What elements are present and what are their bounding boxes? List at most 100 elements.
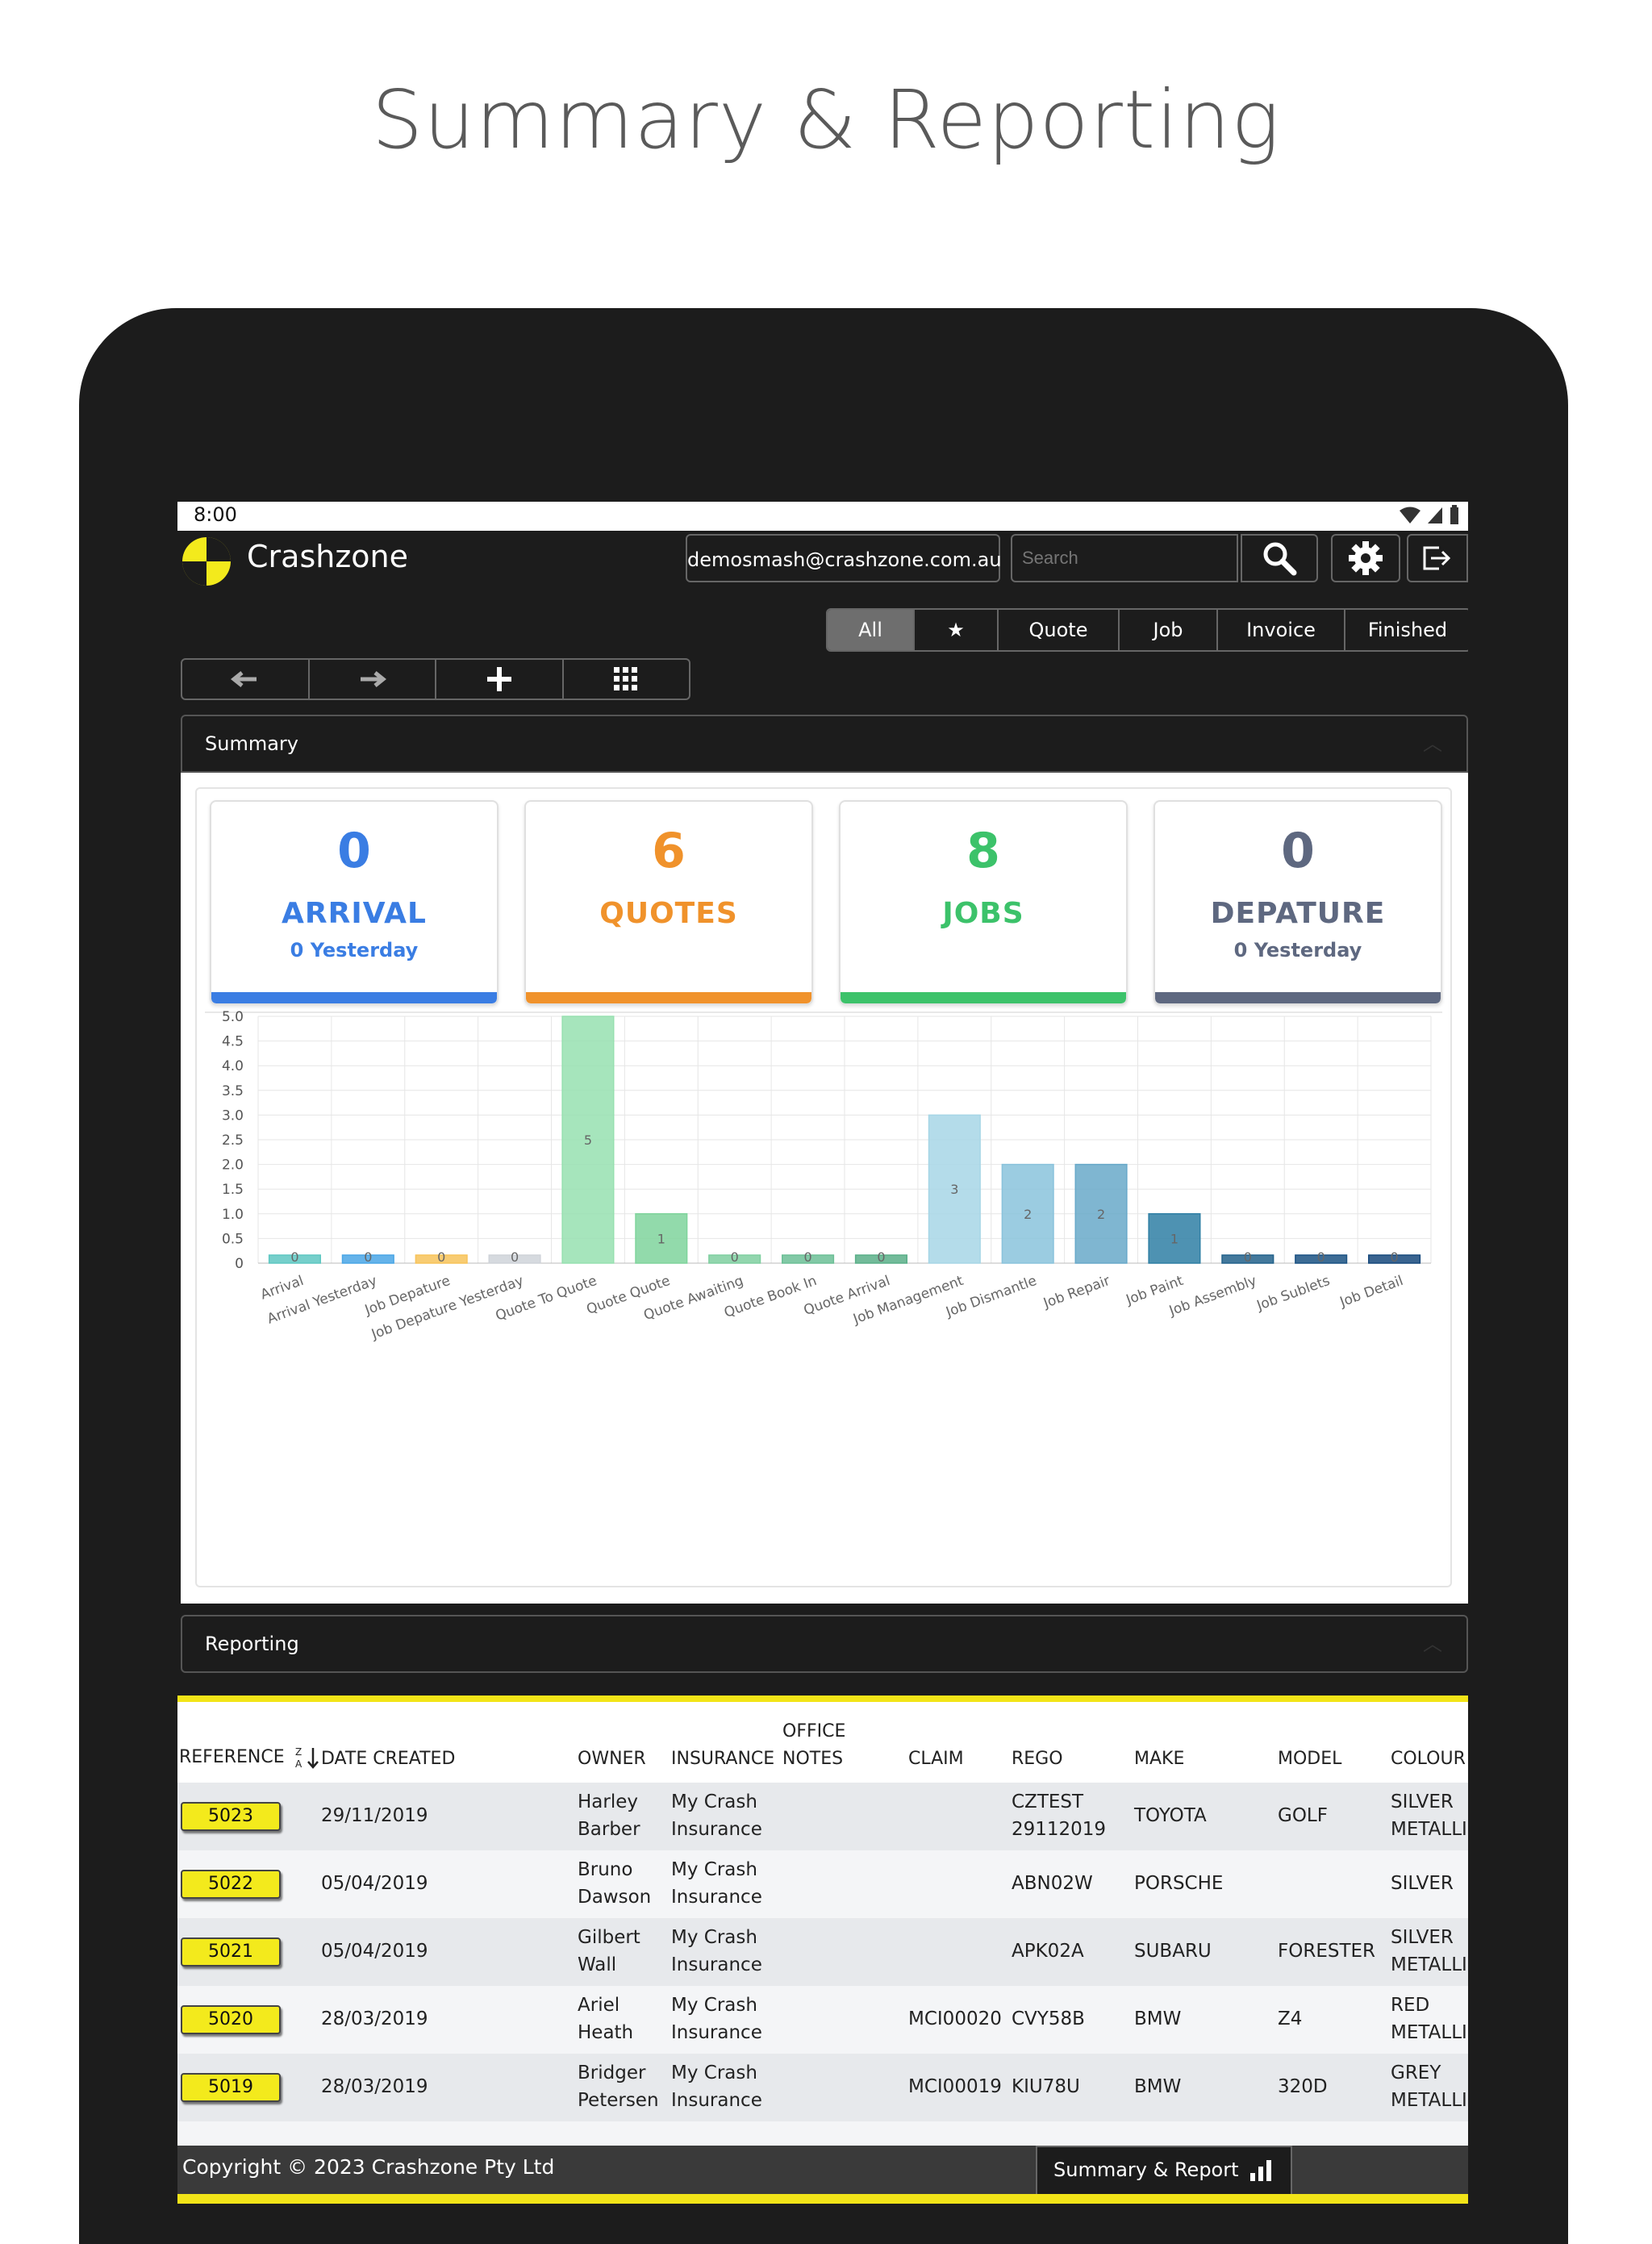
- crashzone-logo: [182, 537, 231, 586]
- rego-cell: 29112019: [1012, 1819, 1107, 1840]
- reporting-panel-header[interactable]: Reporting ︿: [181, 1615, 1468, 1673]
- reference-button[interactable]: 5022: [181, 1870, 281, 1899]
- jobs-count: 8: [966, 823, 1000, 879]
- tab-invoice[interactable]: Invoice: [1218, 610, 1345, 650]
- y-tick-label: 1.0: [222, 1207, 244, 1223]
- back-button[interactable]: [182, 660, 310, 699]
- x-tick-label: Arrival: [258, 1273, 306, 1303]
- logout-button[interactable]: [1407, 534, 1468, 582]
- grid-menu-button[interactable]: [564, 660, 690, 699]
- tab-job[interactable]: Job: [1120, 610, 1218, 650]
- date-cell: 28/03/2019: [321, 2076, 428, 2097]
- col-make[interactable]: MAKE: [1134, 1749, 1185, 1769]
- search-button[interactable]: [1241, 534, 1318, 582]
- summary-report-button[interactable]: Summary & Report: [1036, 2146, 1292, 2194]
- depature-card[interactable]: 0 DEPATURE 0 Yesterday: [1153, 800, 1442, 1005]
- table-row[interactable]: 5020 28/03/2019 Ariel Heath My Crash Insuranc…: [177, 1986, 1468, 2054]
- rego-cell: CZTEST: [1012, 1791, 1084, 1812]
- owner-cell: Dawson: [578, 1887, 652, 1908]
- arrival-card[interactable]: 0 ARRIVAL 0 Yesterday: [210, 800, 499, 1005]
- depature-yesterday: 0 Yesterday: [1233, 939, 1362, 961]
- chart-bar: [1148, 1213, 1201, 1264]
- svg-text:A: A: [295, 1758, 302, 1770]
- brand-name: Crashzone: [247, 539, 408, 574]
- plus-icon: [486, 667, 511, 691]
- search-icon: [1263, 542, 1297, 576]
- chart-bar: [1221, 1254, 1274, 1264]
- table-row[interactable]: 5023 29/11/2019 Harley Barber My Crash Insura…: [177, 1783, 1468, 1850]
- col-owner[interactable]: OWNER: [578, 1749, 646, 1769]
- rego-cell: APK02A: [1012, 1941, 1084, 1962]
- gear-icon: [1349, 541, 1383, 575]
- quotes-bar: [526, 992, 811, 1003]
- make-cell: SUBARU: [1134, 1941, 1212, 1962]
- signal-icon: [1428, 507, 1442, 523]
- insurance-cell: My Crash: [671, 1995, 757, 2016]
- search-input[interactable]: [1011, 534, 1238, 582]
- col-claim[interactable]: CLAIM: [908, 1749, 964, 1769]
- user-email[interactable]: demosmash@crashzone.com.au: [686, 534, 1002, 582]
- make-cell: TOYOTA: [1134, 1805, 1207, 1826]
- summary-content: 0 ARRIVAL 0 Yesterday 6 QUOTES 8 JOBS 0 …: [195, 787, 1452, 1587]
- data-label: 3: [950, 1182, 958, 1197]
- colour-cell: SILVER: [1391, 1927, 1454, 1948]
- x-tick-label: Job Sublets: [1254, 1273, 1333, 1315]
- y-tick-label: 2.5: [222, 1132, 244, 1149]
- col-insurance[interactable]: INSURANCE: [671, 1749, 775, 1769]
- col-date-created[interactable]: DATE CREATED: [321, 1749, 456, 1769]
- chart-bar: [415, 1254, 468, 1264]
- status-bar: 8:00: [177, 502, 1468, 531]
- reference-button[interactable]: 5023: [181, 1802, 281, 1831]
- data-label: 1: [1170, 1231, 1179, 1246]
- arrival-bar: [211, 992, 497, 1003]
- y-tick-label: 4.0: [222, 1058, 244, 1074]
- table-row[interactable]: 5021 05/04/2019 Gilbert Wall My Crash Insuran…: [177, 1918, 1468, 1986]
- tab-all[interactable]: All: [828, 610, 915, 650]
- owner-cell: Barber: [578, 1819, 640, 1840]
- reference-button[interactable]: 5020: [181, 2005, 281, 2034]
- settings-button[interactable]: [1331, 534, 1400, 582]
- owner-cell: Wall: [578, 1954, 617, 1975]
- col-colour[interactable]: COLOUR: [1391, 1749, 1466, 1769]
- table-row[interactable]: 5019 28/03/2019 Bridger Petersen My Crash Ins…: [177, 2054, 1468, 2121]
- depature-bar: [1155, 992, 1441, 1003]
- app-header: Crashzone demosmash@crashzone.com.au: [177, 531, 1468, 587]
- col-office-notes-line2[interactable]: NOTES: [782, 1749, 844, 1769]
- tab-quote[interactable]: Quote: [999, 610, 1120, 650]
- accent-line: [177, 1696, 1468, 1702]
- forward-button[interactable]: [310, 660, 436, 699]
- quotes-card[interactable]: 6 QUOTES: [524, 800, 813, 1005]
- claim-cell: MCI00019: [908, 2076, 1002, 2097]
- col-reference-label: REFERENCE: [179, 1747, 285, 1767]
- table-row[interactable]: 5022 05/04/2019 Bruno Dawson My Crash Insuran…: [177, 1850, 1468, 1918]
- insurance-cell: Insurance: [671, 1819, 762, 1840]
- reference-button[interactable]: 5021: [181, 1937, 281, 1967]
- x-tick-label: Job Detail: [1337, 1273, 1406, 1311]
- reference-button[interactable]: 5019: [181, 2073, 281, 2102]
- chevron-up-icon[interactable]: ︿: [1423, 1633, 1442, 1655]
- sort-icon[interactable]: ZA: [295, 1746, 323, 1770]
- depature-label: DEPATURE: [1210, 897, 1386, 930]
- summary-panel-header[interactable]: Summary ︿: [181, 715, 1468, 773]
- chart-bar: [928, 1114, 981, 1264]
- colour-cell: RED: [1391, 1995, 1430, 2016]
- status-icons: [1399, 505, 1460, 526]
- add-button[interactable]: [436, 660, 564, 699]
- tab-starred[interactable]: ★: [915, 610, 999, 650]
- data-label: 0: [731, 1249, 739, 1265]
- insurance-cell: My Crash: [671, 2063, 757, 2083]
- tab-finished[interactable]: Finished: [1367, 619, 1448, 641]
- wifi-icon: [1400, 507, 1420, 523]
- col-rego[interactable]: REGO: [1012, 1749, 1063, 1769]
- data-label: 2: [1097, 1207, 1105, 1222]
- col-model[interactable]: MODEL: [1278, 1749, 1342, 1769]
- depature-count: 0: [1281, 823, 1315, 879]
- chevron-up-icon[interactable]: ︿: [1423, 732, 1442, 755]
- rego-cell: CVY58B: [1012, 2008, 1085, 2029]
- owner-cell: Bruno: [578, 1859, 633, 1880]
- jobs-card[interactable]: 8 JOBS: [839, 800, 1128, 1005]
- col-office-notes-line1[interactable]: OFFICE: [782, 1721, 846, 1741]
